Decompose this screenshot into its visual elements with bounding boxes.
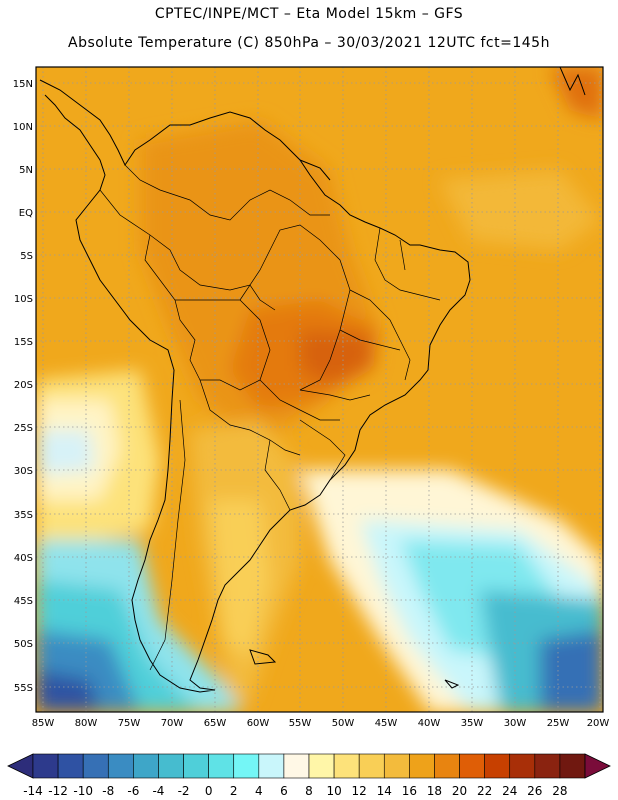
colorbar-swatch — [158, 753, 184, 779]
lon-label: 65W — [204, 718, 227, 729]
colorbar-swatch — [409, 753, 435, 779]
colorbar-swatch — [509, 753, 536, 779]
colorbar-swatch — [459, 753, 485, 779]
colorbar: -14 -12 -10 -8 -6 -4 -2 0 2 4 6 8 10 12 14 16 18 20 22 24 26… — [7, 753, 611, 798]
lat-label: EQ — [19, 208, 33, 219]
colorbar-label: 22 — [477, 784, 492, 798]
colorbar-swatch — [133, 753, 159, 779]
lon-label: 85W — [32, 718, 55, 729]
colorbar-label: -8 — [102, 784, 114, 798]
colorbar-label: -12 — [48, 784, 68, 798]
lat-label: 10S — [14, 294, 33, 305]
coastline — [39, 67, 586, 693]
colorbar-label: 16 — [402, 784, 417, 798]
lat-label: 25S — [14, 423, 33, 434]
colorbar-swatch — [107, 753, 134, 779]
lat-label: 15N — [13, 79, 33, 90]
lat-label: 50S — [14, 639, 33, 650]
lon-label: 40W — [418, 718, 441, 729]
lon-label: 20W — [587, 718, 610, 729]
lat-label: 20S — [14, 380, 33, 391]
colorbar-swatch — [258, 753, 285, 779]
colorbar-label: -10 — [73, 784, 93, 798]
colorbar-swatch — [308, 753, 335, 779]
colorbar-label: 12 — [352, 784, 367, 798]
colorbar-under-arrow — [7, 753, 34, 779]
lon-label: 60W — [247, 718, 270, 729]
lon-label: 75W — [118, 718, 141, 729]
colorbar-label: 8 — [305, 784, 313, 798]
colorbar-label: -6 — [127, 784, 139, 798]
colorbar-swatch — [183, 753, 209, 779]
lon-label: 35W — [461, 718, 484, 729]
colorbar-label: 26 — [527, 784, 542, 798]
colorbar-label: 28 — [552, 784, 567, 798]
colorbar-swatch — [434, 753, 460, 779]
lon-label: 25W — [547, 718, 570, 729]
title-line-2: Absolute Temperature (C) 850hPa – 30/03/… — [68, 35, 550, 51]
lat-label: 55S — [14, 683, 33, 694]
lat-label: 5N — [19, 165, 33, 176]
colorbar-label: -4 — [152, 784, 164, 798]
colorbar-swatch — [534, 753, 561, 779]
colorbar-swatch — [283, 753, 310, 779]
map-grid — [36, 67, 603, 712]
lon-label: 55W — [289, 718, 312, 729]
colorbar-swatch — [82, 753, 109, 779]
colorbar-swatch — [57, 753, 84, 779]
colorbar-label: 20 — [452, 784, 467, 798]
colorbar-swatch — [32, 753, 59, 779]
colorbar-over-arrow — [584, 753, 611, 779]
temperature-field — [36, 67, 603, 712]
colorbar-label: 14 — [377, 784, 392, 798]
lon-label: 30W — [504, 718, 527, 729]
colorbar-label: 4 — [255, 784, 263, 798]
colorbar-swatch — [358, 753, 385, 779]
lat-label: 40S — [14, 553, 33, 564]
latitude-axis: 15N 10N 5N EQ 5S 10S 15S 20S 25S 30S 35S… — [13, 79, 33, 694]
colorbar-label: 2 — [230, 784, 238, 798]
colorbar-swatch — [559, 753, 586, 779]
lon-label: 45W — [375, 718, 398, 729]
plot-frame — [35, 66, 604, 713]
longitude-axis: 85W 80W 75W 70W 65W 60W 55W 50W 45W 40W … — [32, 718, 610, 729]
title-line-1: CPTEC/INPE/MCT – Eta Model 15km – GFS — [154, 6, 464, 22]
lat-label: 15S — [14, 337, 33, 348]
colorbar-label: 24 — [502, 784, 517, 798]
colorbar-label: 10 — [326, 784, 341, 798]
lon-label: 70W — [161, 718, 184, 729]
colorbar-label: -14 — [23, 784, 43, 798]
lat-label: 5S — [20, 251, 33, 262]
lon-label: 50W — [332, 718, 355, 729]
lon-label: 80W — [75, 718, 98, 729]
colorbar-label: 18 — [427, 784, 442, 798]
country-borders — [99, 164, 441, 671]
colorbar-label: 0 — [205, 784, 213, 798]
lat-label: 10N — [13, 122, 33, 133]
lat-label: 35S — [14, 510, 33, 521]
colorbar-swatch — [333, 753, 360, 779]
colorbar-label: -2 — [178, 784, 190, 798]
colorbar-swatch — [208, 753, 235, 779]
colorbar-label: 6 — [280, 784, 288, 798]
colorbar-swatch — [233, 753, 260, 779]
colorbar-swatch — [484, 753, 511, 779]
lat-label: 45S — [14, 596, 33, 607]
colorbar-swatch — [383, 753, 410, 779]
lat-label: 30S — [14, 466, 33, 477]
